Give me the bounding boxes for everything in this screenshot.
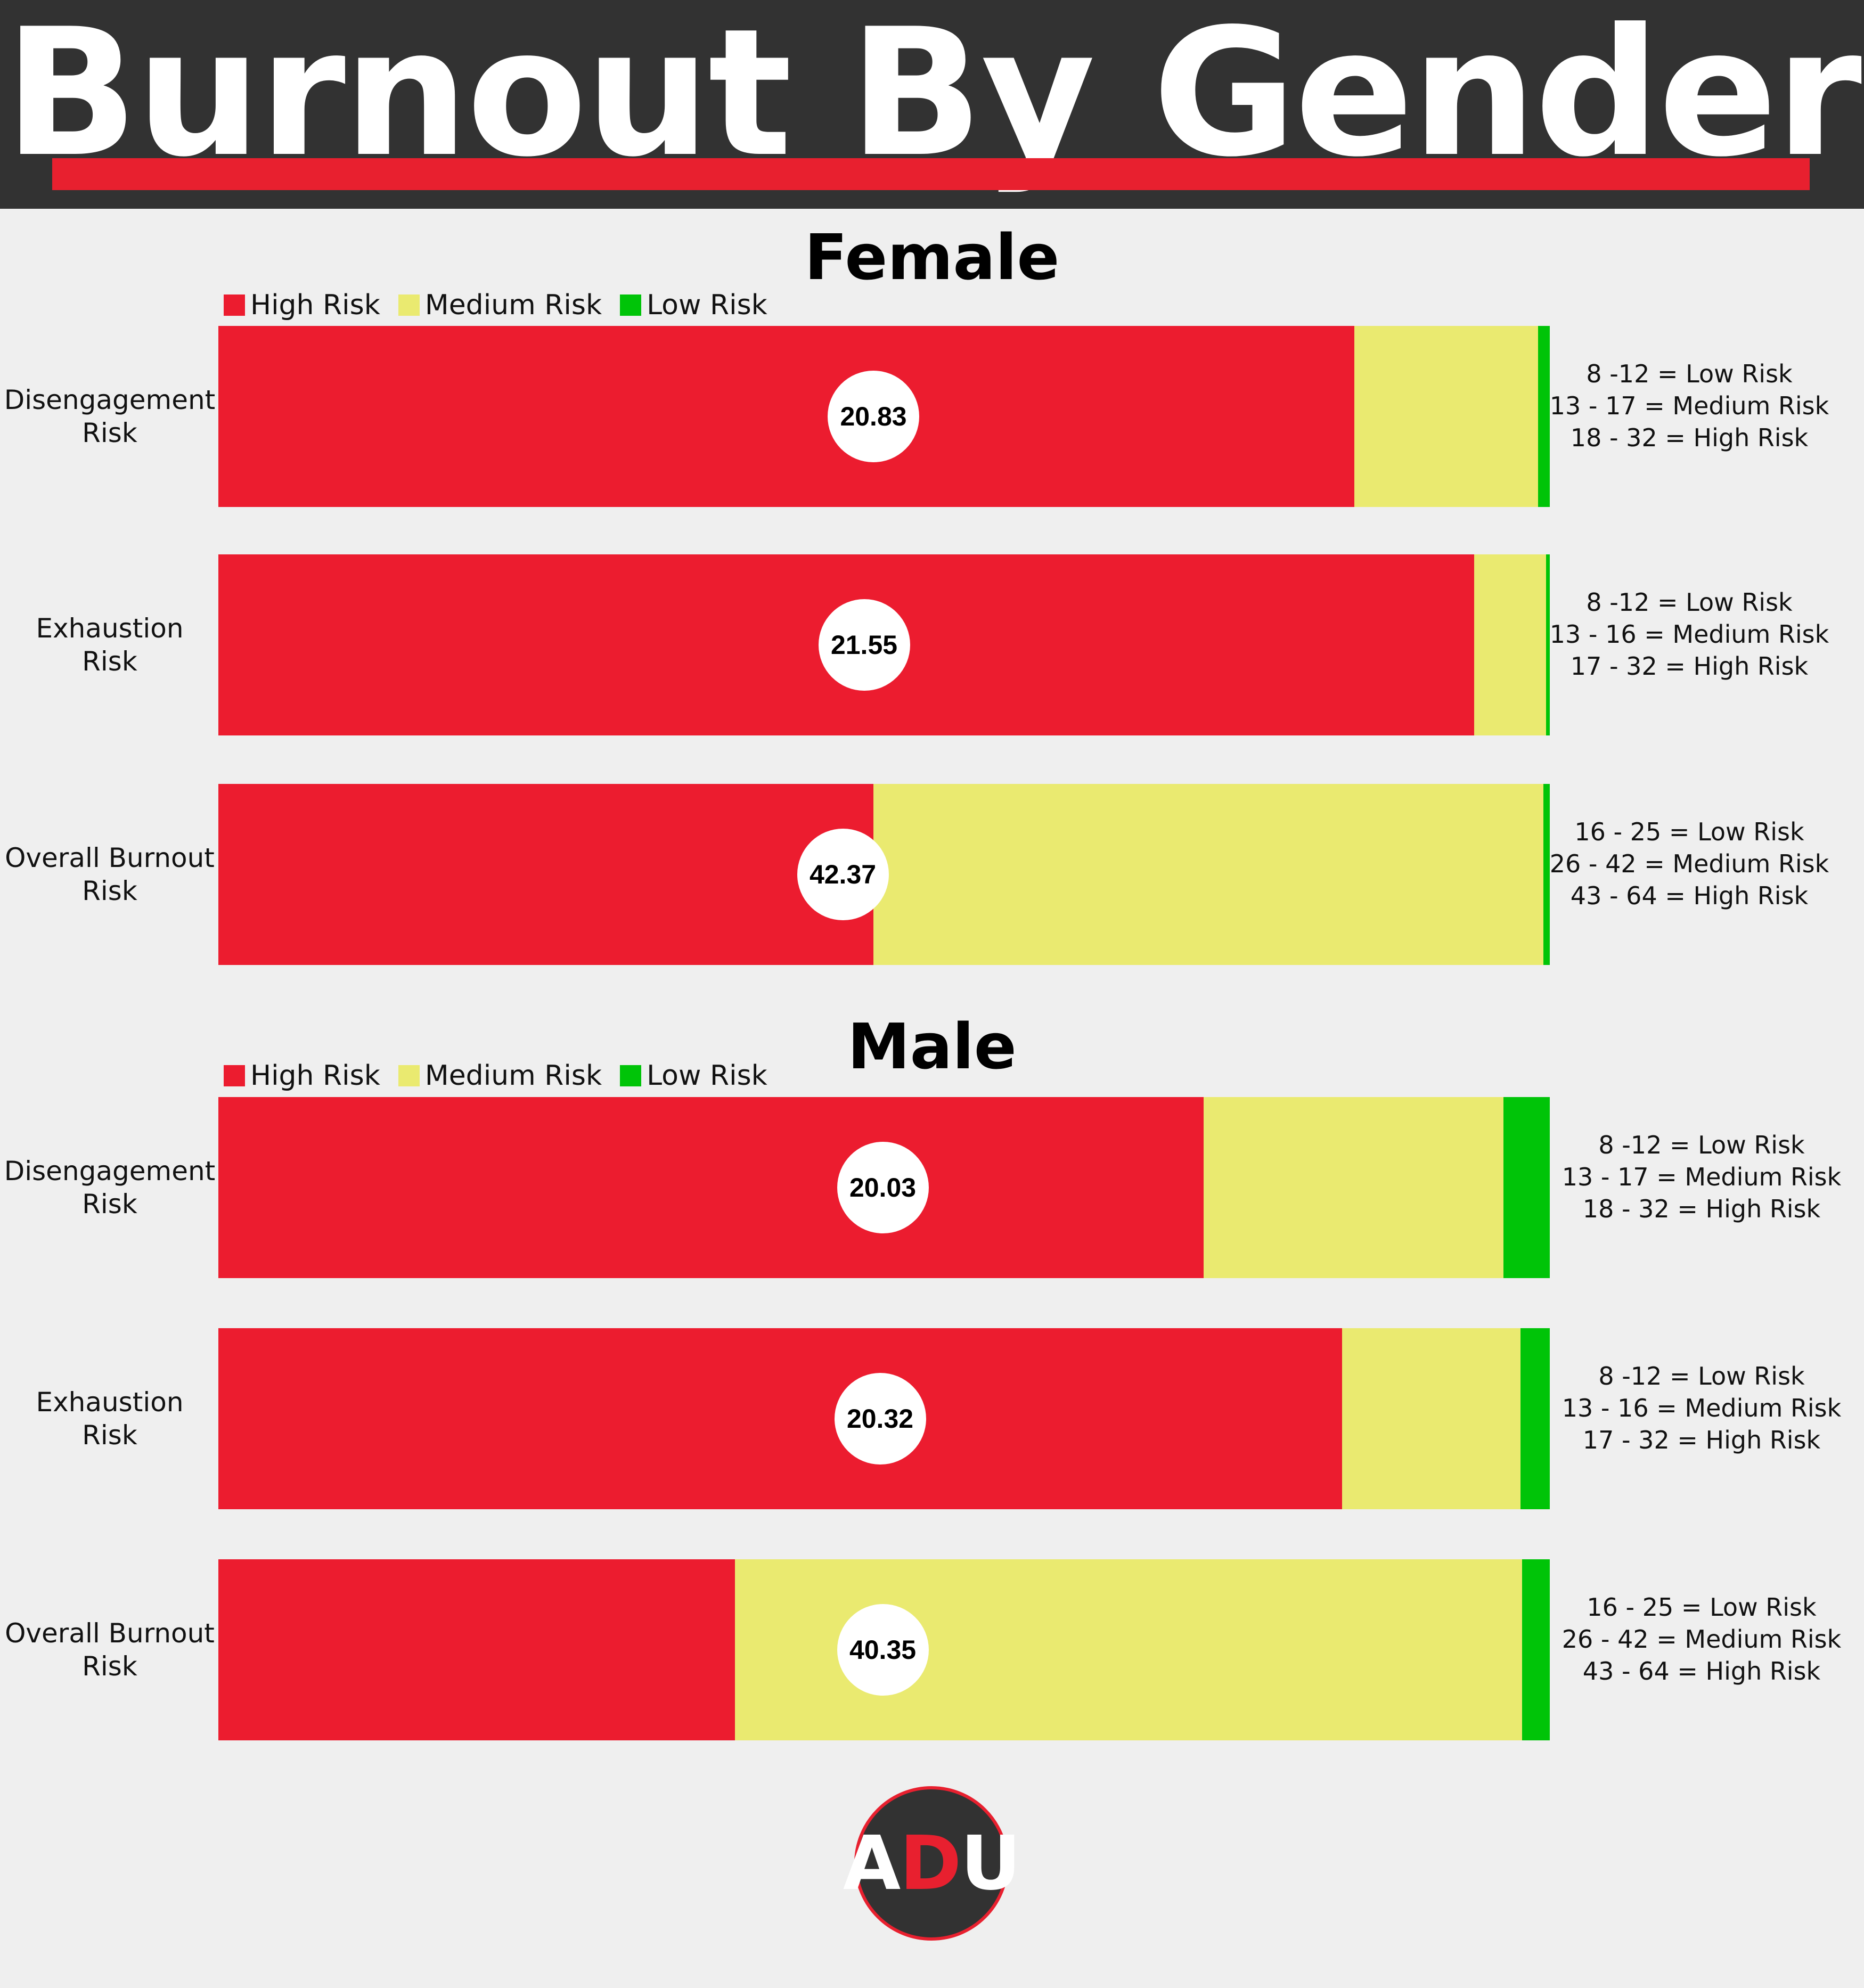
row-label-line: Risk — [82, 1651, 137, 1682]
row-label-line: Overall Burnout — [5, 842, 215, 873]
legend-label: Low Risk — [647, 1060, 767, 1092]
bar-segment-medium — [1354, 326, 1538, 507]
risk-scale-line: 18 - 32 = High Risk — [1582, 1195, 1821, 1223]
bar-segment-high — [218, 326, 1354, 507]
logo-letter: A — [843, 1820, 901, 1907]
row-label: Exhaustion Risk — [0, 612, 219, 678]
legend-item-high: High Risk — [224, 289, 380, 321]
section-title-female: Female — [804, 220, 1060, 294]
title-underline — [52, 158, 1810, 190]
row-label-line: Disengagement — [4, 1156, 216, 1187]
legend-swatch — [398, 1065, 420, 1086]
legend-swatch — [224, 1065, 245, 1086]
risk-scale-legend: 8 -12 = Low Risk 13 - 16 = Medium Risk 17 … — [1540, 586, 1838, 682]
risk-scale-line: 8 -12 = Low Risk — [1586, 588, 1793, 617]
legend-swatch — [620, 1065, 642, 1086]
legend-item-low: Low Risk — [620, 1060, 767, 1092]
bar-segment-low — [1538, 326, 1550, 507]
risk-scale-line: 17 - 32 = High Risk — [1570, 652, 1809, 681]
row-label-line: Disengagement — [4, 384, 216, 415]
value-label: 20.32 — [834, 1373, 926, 1465]
bar-segment-low — [1503, 1097, 1550, 1278]
risk-scale-legend: 16 - 25 = Low Risk 26 - 42 = Medium Risk 4… — [1552, 1591, 1851, 1687]
bar-segment-low — [1520, 1328, 1550, 1509]
legend-swatch — [398, 294, 420, 316]
value-label: 40.35 — [837, 1604, 929, 1696]
risk-scale-line: 43 - 64 = High Risk — [1570, 881, 1809, 910]
bar-segment-low — [1546, 554, 1550, 735]
risk-scale-line: 13 - 17 = Medium Risk — [1549, 391, 1829, 420]
risk-scale-line: 13 - 17 = Medium Risk — [1561, 1163, 1842, 1191]
legend-label: Medium Risk — [424, 289, 602, 321]
legend-label: Low Risk — [647, 289, 767, 321]
bar-segment-high — [218, 784, 873, 965]
bar-segment-high — [218, 1097, 1204, 1278]
legend-swatch — [224, 294, 245, 316]
row-label-line: Exhaustion — [36, 1387, 184, 1418]
risk-scale-line: 8 -12 = Low Risk — [1586, 359, 1793, 388]
legend-item-medium: Medium Risk — [398, 289, 602, 321]
bar-segment-high — [218, 1559, 735, 1740]
row-label-line: Risk — [82, 418, 137, 448]
row-label: Overall Burnout Risk — [0, 1617, 219, 1683]
stacked-bar — [218, 326, 1550, 507]
risk-scale-line: 17 - 32 = High Risk — [1582, 1426, 1821, 1454]
risk-scale-line: 13 - 16 = Medium Risk — [1549, 620, 1829, 649]
value-label: 20.03 — [837, 1142, 929, 1233]
row-label-line: Risk — [82, 876, 137, 906]
value-label: 21.55 — [818, 599, 910, 691]
bar-segment-medium — [1474, 554, 1546, 735]
legend-label: High Risk — [250, 289, 380, 321]
legend-label: Medium Risk — [424, 1060, 602, 1092]
bar-segment-low — [1522, 1559, 1550, 1740]
risk-scale-legend: 8 -12 = Low Risk 13 - 16 = Medium Risk 17 … — [1552, 1360, 1851, 1456]
risk-scale-line: 8 -12 = Low Risk — [1598, 1362, 1805, 1390]
risk-scale-line: 16 - 25 = Low Risk — [1574, 817, 1804, 846]
stacked-bar — [218, 1328, 1550, 1509]
stacked-bar — [218, 1097, 1550, 1278]
value-label: 42.37 — [797, 829, 889, 920]
legend-item-medium: Medium Risk — [398, 1060, 602, 1092]
risk-scale-line: 26 - 42 = Medium Risk — [1549, 849, 1829, 878]
row-label-line: Risk — [82, 646, 137, 677]
stacked-bar — [218, 784, 1550, 965]
risk-scale-legend: 16 - 25 = Low Risk 26 - 42 = Medium Risk 4… — [1540, 816, 1838, 912]
bar-segment-medium — [1342, 1328, 1520, 1509]
value-label: 20.83 — [828, 371, 919, 462]
row-label: Disengagement Risk — [0, 383, 219, 449]
section-title-male: Male — [847, 1010, 1017, 1083]
row-label-line: Risk — [82, 1420, 137, 1451]
risk-scale-line: 13 - 16 = Medium Risk — [1561, 1394, 1842, 1422]
legend: High Risk Medium Risk Low Risk — [224, 289, 786, 321]
legend-item-high: High Risk — [224, 1060, 380, 1092]
legend-item-low: Low Risk — [620, 289, 767, 321]
row-label: Disengagement Risk — [0, 1155, 219, 1221]
page-title: Burnout By Gender — [4, 0, 1862, 195]
bar-segment-low — [1543, 784, 1550, 965]
legend: High Risk Medium Risk Low Risk — [224, 1060, 786, 1092]
row-label: Overall Burnout Risk — [0, 841, 219, 907]
logo-letter: U — [960, 1820, 1021, 1907]
risk-scale-legend: 8 -12 = Low Risk 13 - 17 = Medium Risk 18 … — [1540, 358, 1838, 454]
risk-scale-line: 16 - 25 = Low Risk — [1587, 1593, 1817, 1622]
risk-scale-line: 8 -12 = Low Risk — [1598, 1131, 1805, 1159]
row-label-line: Exhaustion — [36, 613, 184, 644]
row-label-line: Overall Burnout — [5, 1618, 215, 1649]
legend-label: High Risk — [250, 1060, 380, 1092]
bar-segment-medium — [873, 784, 1543, 965]
bar-segment-high — [218, 1328, 1342, 1509]
risk-scale-line: 18 - 32 = High Risk — [1570, 423, 1809, 452]
risk-scale-line: 26 - 42 = Medium Risk — [1561, 1625, 1842, 1654]
row-label-line: Risk — [82, 1189, 137, 1220]
risk-scale-line: 43 - 64 = High Risk — [1582, 1657, 1821, 1686]
legend-swatch — [620, 294, 642, 316]
logo-letter: D — [900, 1820, 961, 1907]
adu-logo: A D U — [843, 1786, 1021, 1941]
risk-scale-legend: 8 -12 = Low Risk 13 - 17 = Medium Risk 18 … — [1552, 1129, 1851, 1225]
row-label: Exhaustion Risk — [0, 1386, 219, 1452]
bar-segment-medium — [1204, 1097, 1503, 1278]
